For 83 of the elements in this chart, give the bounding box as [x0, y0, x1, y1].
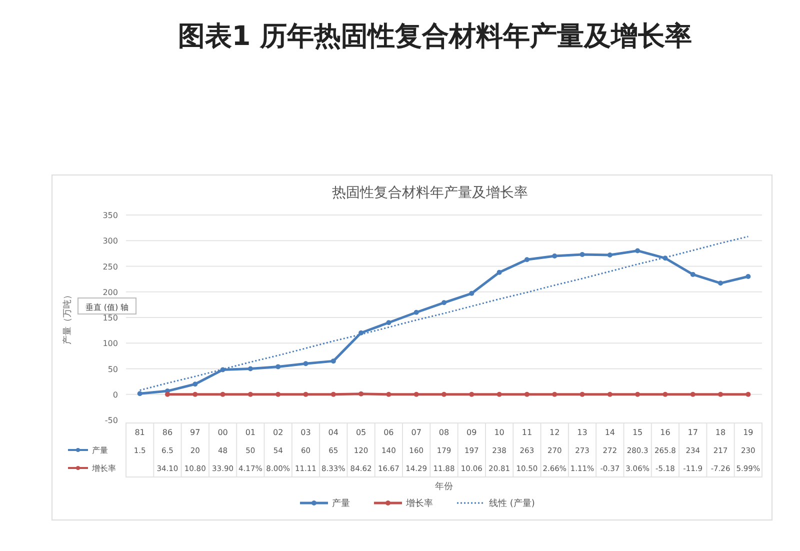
point	[552, 254, 558, 258]
chart-title: 图表1 历年热固性复合材料年产量及增长率	[178, 21, 692, 52]
y-tick-label: 250	[102, 262, 118, 272]
point	[386, 392, 392, 397]
x-tick-label: 16	[660, 428, 670, 437]
x-tick-label: 86	[162, 428, 173, 437]
point	[442, 392, 446, 397]
x-tick-label: 10	[494, 428, 504, 437]
point	[386, 320, 392, 326]
point	[746, 274, 751, 279]
y-tick-label: 350	[102, 211, 118, 220]
y-tick-label: -50	[104, 416, 118, 425]
x-tick-label: 05	[356, 428, 366, 437]
point	[635, 248, 640, 254]
point	[248, 392, 253, 397]
x-axis-title: 年份	[435, 481, 453, 492]
point	[662, 392, 668, 397]
point	[303, 392, 308, 397]
x-tick-label: 06	[384, 428, 394, 437]
x-tick-label: 08	[438, 428, 450, 437]
x-tick-label: 07	[411, 428, 422, 437]
point	[552, 392, 558, 397]
y-tick-label: 200	[102, 288, 118, 297]
point	[330, 358, 336, 364]
point	[164, 392, 170, 397]
point	[580, 392, 585, 397]
point	[469, 392, 474, 397]
point	[718, 280, 724, 286]
point	[746, 392, 751, 397]
point	[137, 391, 142, 396]
x-tick-label: 13	[577, 428, 588, 437]
x-tick-label: 00	[218, 428, 228, 437]
point	[358, 391, 364, 396]
x-tick-label: 17	[688, 428, 698, 437]
y-tick-label: 0	[112, 390, 118, 400]
point	[192, 382, 198, 387]
point	[469, 290, 474, 296]
y-tick-label: 50	[108, 364, 118, 374]
point	[414, 392, 419, 397]
x-tick-label: 04	[328, 428, 338, 437]
legend-label: 增长率	[91, 464, 116, 473]
point	[442, 300, 446, 306]
y-tick-label: 150	[102, 314, 118, 322]
x-tick-label: 81	[134, 428, 145, 437]
point	[718, 392, 724, 397]
x-tick-label: 03	[300, 428, 311, 437]
x-tick-label: 01	[245, 428, 256, 437]
chart-subtitle: 热固性复合材料年产量及增长率	[332, 185, 528, 201]
legend-label: 线性 (产量)	[489, 498, 535, 509]
x-tick-label: 02	[272, 428, 284, 437]
point	[330, 392, 336, 397]
x-tick-label: 19	[743, 428, 754, 437]
x-tick-label: 97	[190, 428, 200, 437]
point	[690, 392, 696, 397]
point	[690, 272, 696, 277]
x-tick-label: 11	[522, 428, 532, 437]
point	[276, 364, 281, 370]
point	[303, 361, 308, 366]
text: 增长率	[406, 499, 433, 509]
point	[248, 366, 253, 372]
x-tick-label: 14	[604, 428, 616, 437]
point	[496, 392, 502, 397]
x-tick-label: 12	[550, 428, 560, 437]
point	[496, 270, 502, 275]
point	[607, 392, 612, 397]
y-axis-title: 产量（万吨）	[62, 290, 73, 344]
point	[192, 392, 198, 397]
point	[524, 257, 530, 262]
y-tick-label: 300	[102, 236, 118, 246]
point	[607, 252, 612, 258]
point	[580, 252, 585, 257]
text: 产量	[332, 499, 350, 509]
y-tick-label: 100	[102, 339, 118, 348]
point	[414, 310, 419, 315]
point	[220, 392, 226, 397]
point	[276, 392, 281, 397]
annotation: 垂直 (值) 轴	[85, 303, 129, 312]
x-tick-label: 18	[715, 428, 726, 437]
x-tick-label: 09	[466, 428, 477, 437]
point	[524, 392, 530, 397]
x-tick-label: 15	[632, 428, 643, 437]
point	[635, 392, 640, 397]
legend-label: 产量	[92, 446, 108, 455]
